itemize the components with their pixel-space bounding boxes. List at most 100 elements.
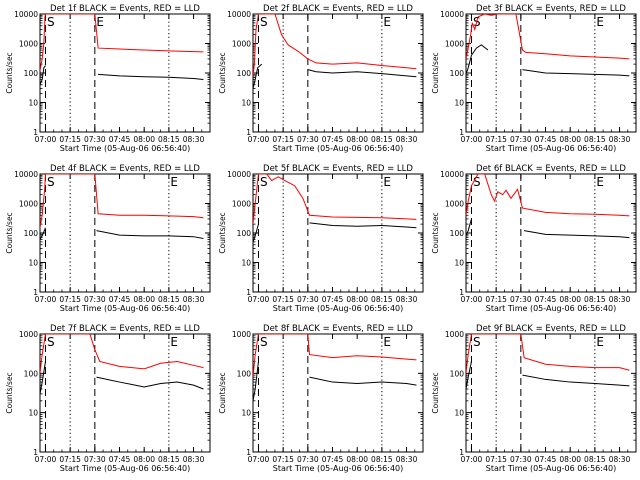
x-tick-label: 07:30 (510, 455, 532, 464)
x-tick-label: 07:00 (35, 295, 57, 304)
x-tick-label: 07:30 (84, 135, 106, 144)
panel-8: Det 8f BLACK = Events, RED = LLD 1 10 100 10… (218, 324, 424, 473)
plot-frame (39, 333, 211, 453)
x-tick-label: 07:30 (297, 295, 319, 304)
y-tick-label: 100 (24, 229, 39, 238)
x-tick-label: 08:00 (346, 295, 368, 304)
x-tick-label: 07:45 (322, 295, 344, 304)
x-tick-label: 07:30 (297, 135, 319, 144)
marker-label: S (473, 175, 481, 189)
marker-label: E (96, 15, 104, 29)
x-tick-label: 07:45 (109, 135, 131, 144)
y-tick-label: 100 (450, 369, 465, 378)
black-series-line (466, 44, 630, 77)
y-tick-label: 1 (33, 288, 38, 297)
y-tick-label: 100 (237, 69, 252, 78)
marker-label: S (473, 335, 481, 349)
panel-title: Det 3f BLACK = Events, RED = LLD (476, 4, 626, 14)
panel-title: Det 8f BLACK = Events, RED = LLD (263, 324, 413, 334)
y-tick-label: 100 (237, 369, 252, 378)
x-axis-label: Start Time (05-Aug-06 06:56:40) (60, 144, 191, 153)
x-tick-label: 07:45 (109, 455, 131, 464)
y-tick-label: 1 (459, 448, 464, 457)
y-tick-label: 100 (24, 69, 39, 78)
x-tick-label: 07:30 (84, 455, 106, 464)
x-tick-label: 08:00 (559, 135, 581, 144)
red-series-line (253, 334, 417, 378)
y-axis-label: Counts/sec (5, 372, 14, 413)
x-tick-label: 07:30 (510, 135, 532, 144)
plot-frame (465, 333, 637, 453)
black-series-line (40, 227, 204, 240)
x-tick-label: 08:30 (396, 135, 418, 144)
panel-title: Det 4f BLACK = Events, RED = LLD (50, 164, 200, 174)
y-tick-label: 1 (33, 448, 38, 457)
y-axis-label: Counts/sec (431, 52, 440, 93)
marker-label: E (383, 335, 391, 349)
red-series-line (466, 14, 630, 60)
panel-title: Det 2f BLACK = Events, RED = LLD (263, 4, 413, 14)
y-tick-label: 10000 (440, 170, 464, 179)
y-tick-label: 10000 (440, 10, 464, 19)
x-tick-label: 08:00 (559, 455, 581, 464)
x-tick-label: 07:15 (272, 295, 294, 304)
marker-label: E (170, 335, 178, 349)
x-tick-label: 08:15 (371, 455, 393, 464)
y-tick-label: 1000 (445, 330, 464, 339)
y-tick-label: 10 (454, 409, 464, 418)
x-axis-label: Start Time (05-Aug-06 06:56:40) (273, 464, 404, 473)
y-axis-label: Counts/sec (5, 52, 14, 93)
marker-label: E (596, 15, 604, 29)
y-tick-label: 100 (24, 369, 39, 378)
x-tick-label: 08:00 (133, 455, 155, 464)
y-tick-label: 1000 (232, 40, 251, 49)
red-series-line (466, 174, 630, 217)
y-axis-label: Counts/sec (218, 52, 227, 93)
y-tick-label: 1 (246, 448, 251, 457)
x-tick-label: 08:00 (133, 135, 155, 144)
y-tick-label: 10 (28, 409, 38, 418)
x-tick-label: 07:45 (535, 295, 557, 304)
x-tick-label: 08:15 (158, 135, 180, 144)
marker-label: S (47, 335, 55, 349)
panel-title: Det 5f BLACK = Events, RED = LLD (263, 164, 413, 174)
x-tick-label: 08:15 (158, 455, 180, 464)
x-tick-label: 07:30 (84, 295, 106, 304)
black-series-line (40, 361, 204, 394)
x-tick-label: 07:45 (535, 135, 557, 144)
y-tick-label: 1000 (232, 330, 251, 339)
y-tick-label: 1 (246, 128, 251, 137)
x-tick-label: 08:30 (183, 295, 205, 304)
panel-2: Det 2f BLACK = Events, RED = LLD 1 10 100 10… (218, 4, 424, 153)
x-tick-label: 07:00 (35, 455, 57, 464)
y-axis-label: Counts/sec (218, 212, 227, 253)
x-tick-label: 08:15 (371, 295, 393, 304)
y-tick-label: 1000 (19, 330, 38, 339)
black-series-line (253, 361, 417, 401)
x-tick-label: 07:15 (272, 135, 294, 144)
panel-title: Det 9f BLACK = Events, RED = LLD (476, 324, 626, 334)
y-tick-label: 1000 (445, 40, 464, 49)
y-axis-label: Counts/sec (431, 212, 440, 253)
x-tick-label: 07:15 (485, 295, 507, 304)
x-tick-label: 08:15 (158, 295, 180, 304)
y-tick-label: 10000 (14, 170, 38, 179)
panel-title: Det 1f BLACK = Events, RED = LLD (50, 4, 200, 14)
x-tick-label: 07:15 (59, 455, 81, 464)
x-tick-label: 08:00 (346, 455, 368, 464)
x-tick-label: 07:15 (272, 455, 294, 464)
x-tick-label: 07:00 (248, 455, 270, 464)
x-tick-label: 08:15 (584, 455, 606, 464)
y-tick-label: 10 (241, 259, 251, 268)
x-tick-label: 08:30 (609, 455, 631, 464)
x-axis-label: Start Time (05-Aug-06 06:56:40) (486, 464, 617, 473)
x-tick-label: 08:30 (183, 135, 205, 144)
y-tick-label: 10000 (227, 10, 251, 19)
x-tick-label: 07:00 (461, 455, 483, 464)
x-tick-label: 08:15 (584, 135, 606, 144)
red-series-line (40, 334, 204, 374)
red-series-line (40, 174, 204, 228)
y-tick-label: 10 (241, 409, 251, 418)
y-tick-label: 10 (241, 99, 251, 108)
plot-frame (39, 173, 211, 293)
